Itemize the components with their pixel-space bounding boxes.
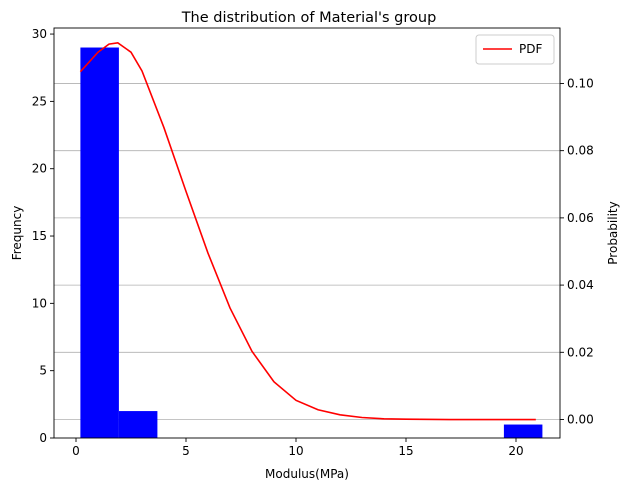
- y2-tick-label: 0.08: [567, 144, 594, 158]
- x-tick-label: 0: [72, 444, 80, 458]
- x-axis-ticks: 0 5 10 15 20: [72, 438, 524, 458]
- plot-frame: [53, 27, 561, 439]
- y2-tick-label: 0.06: [567, 211, 594, 225]
- histogram-bar: [80, 47, 119, 439]
- histogram-bars: [80, 47, 543, 439]
- x-axis-label: Modulus(MPa): [265, 467, 349, 481]
- x-tick-label: 20: [508, 444, 523, 458]
- legend-pdf-label: PDF: [519, 42, 542, 56]
- y2-tick-label: 0.02: [567, 345, 594, 359]
- x-tick-label: 5: [182, 444, 190, 458]
- y2-tick-label: 0.10: [567, 76, 594, 90]
- x-tick-label: 10: [288, 444, 303, 458]
- grid-lines: [54, 83, 560, 420]
- y2-tick-label: 0.04: [567, 278, 594, 292]
- y2-axis-label: Probability: [606, 201, 620, 264]
- x-tick-label: 15: [398, 444, 413, 458]
- y-tick-label: 25: [32, 94, 47, 108]
- y-axis-ticks: 0 5 10 15 20 25 30: [32, 27, 54, 445]
- y-tick-label: 20: [32, 162, 47, 176]
- legend: PDF: [475, 34, 555, 65]
- chart-title: The distribution of Material's group: [181, 10, 437, 26]
- y-tick-label: 15: [32, 229, 47, 243]
- pdf-line: [79, 41, 536, 421]
- y-tick-label: 30: [32, 27, 47, 41]
- histogram-bar: [118, 411, 158, 438]
- y-tick-label: 0: [39, 431, 47, 445]
- y2-tick-label: 0.00: [567, 413, 594, 427]
- histogram-bar: [503, 424, 543, 438]
- y-tick-label: 5: [39, 364, 47, 378]
- legend-box: [475, 34, 555, 65]
- y-tick-label: 10: [32, 296, 47, 310]
- y2-axis-ticks: 0.00 0.02 0.04 0.06 0.08 0.10: [560, 76, 594, 427]
- y-axis-label: Frequncy: [10, 206, 24, 261]
